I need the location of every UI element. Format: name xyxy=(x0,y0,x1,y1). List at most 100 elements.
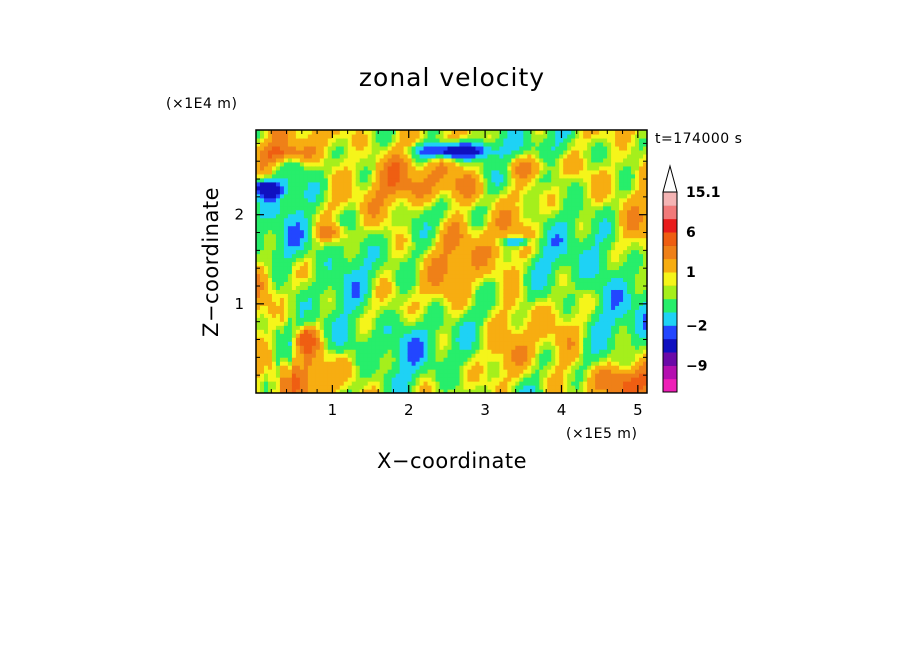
heatmap-cell xyxy=(535,353,540,358)
heatmap-cell xyxy=(543,185,548,191)
heatmap-cell xyxy=(271,133,277,139)
heatmap-cell xyxy=(407,137,413,143)
heatmap-cell xyxy=(435,145,441,151)
heatmap-cell xyxy=(303,137,309,143)
heatmap-cell xyxy=(511,281,516,286)
heatmap-cell xyxy=(299,313,305,318)
heatmap-cell xyxy=(395,193,401,199)
heatmap-cell xyxy=(319,249,325,255)
heatmap-cell xyxy=(451,301,457,306)
heatmap-cell xyxy=(447,341,453,346)
heatmap-cell xyxy=(259,377,265,382)
heatmap-cell xyxy=(499,149,504,155)
heatmap-cell xyxy=(503,277,508,283)
heatmap-cell xyxy=(515,337,520,342)
heatmap-cell xyxy=(443,353,449,358)
heatmap-cell xyxy=(327,345,333,350)
heatmap-cell xyxy=(499,285,504,290)
heatmap-cell xyxy=(531,133,536,139)
heatmap-cell xyxy=(275,261,281,267)
heatmap-cell xyxy=(523,269,528,275)
heatmap-cell xyxy=(339,345,345,350)
heatmap-cell xyxy=(283,157,289,163)
heatmap-cell xyxy=(419,185,425,191)
heatmap-cell xyxy=(407,209,413,215)
heatmap-cell xyxy=(363,237,369,243)
heatmap-cell xyxy=(475,181,481,187)
heatmap-cell xyxy=(443,253,449,259)
heatmap-cell xyxy=(256,257,261,263)
heatmap-cell xyxy=(539,385,544,390)
heatmap-cell xyxy=(507,153,512,159)
heatmap-cell xyxy=(267,281,273,286)
heatmap-cell xyxy=(403,201,409,207)
heatmap-cell xyxy=(375,233,381,239)
heatmap-cell xyxy=(491,177,496,183)
heatmap-cell xyxy=(451,317,457,322)
heatmap-cell xyxy=(487,333,492,338)
heatmap-cell xyxy=(275,269,281,275)
heatmap-cell xyxy=(295,137,301,143)
heatmap-cell xyxy=(551,213,556,219)
heatmap-cell xyxy=(467,201,473,207)
heatmap-cell xyxy=(303,225,309,231)
heatmap-cell xyxy=(507,293,512,298)
heatmap-cell xyxy=(403,329,409,334)
heatmap-cell xyxy=(351,149,357,155)
heatmap-cell xyxy=(367,285,373,290)
heatmap-cell xyxy=(327,277,333,283)
heatmap-cell xyxy=(439,145,445,151)
heatmap-cell xyxy=(263,281,269,286)
heatmap-cell xyxy=(535,181,540,187)
heatmap-cell xyxy=(515,317,520,322)
heatmap-cell xyxy=(479,241,485,247)
heatmap-cell xyxy=(299,145,305,151)
heatmap-cell xyxy=(319,277,325,283)
heatmap-cell xyxy=(295,353,301,358)
heatmap-cell xyxy=(387,285,393,290)
heatmap-cell xyxy=(547,277,552,283)
heatmap-cell xyxy=(415,153,421,159)
heatmap-cell xyxy=(431,285,437,290)
heatmap-cell xyxy=(439,213,445,219)
heatmap-cell xyxy=(379,361,385,366)
heatmap-cell xyxy=(463,377,469,382)
heatmap-cell xyxy=(515,209,520,215)
heatmap-cell xyxy=(283,385,289,390)
heatmap-cell xyxy=(335,149,341,155)
heatmap-cell xyxy=(287,337,293,342)
heatmap-cell xyxy=(275,233,281,239)
heatmap-cell xyxy=(339,369,345,374)
heatmap-cell xyxy=(523,369,528,374)
heatmap-cell xyxy=(431,341,437,346)
heatmap-cell xyxy=(323,181,329,187)
heatmap-cell xyxy=(307,181,313,187)
heatmap-cell xyxy=(263,249,269,255)
heatmap-cell xyxy=(287,289,293,294)
heatmap-cell xyxy=(319,261,325,267)
heatmap-cell xyxy=(323,265,329,271)
heatmap-cell xyxy=(256,381,261,386)
heatmap-cell xyxy=(371,181,377,187)
heatmap-cell xyxy=(527,209,532,215)
heatmap-cell xyxy=(303,153,309,159)
heatmap-cell xyxy=(455,369,461,374)
heatmap-cell xyxy=(535,305,540,310)
heatmap-cell xyxy=(379,209,385,215)
heatmap-cell xyxy=(411,317,417,322)
heatmap-cell xyxy=(327,221,333,227)
heatmap-cell xyxy=(403,213,409,219)
heatmap-cell xyxy=(327,269,333,275)
heatmap-cell xyxy=(475,289,481,294)
heatmap-cell xyxy=(295,373,301,378)
heatmap-cell xyxy=(391,261,397,267)
heatmap-cell xyxy=(403,257,409,263)
heatmap-cell xyxy=(295,349,301,354)
heatmap-cell xyxy=(279,225,285,231)
heatmap-cell xyxy=(483,345,489,350)
heatmap-cell xyxy=(415,365,421,370)
heatmap-cell xyxy=(539,169,544,175)
heatmap-cell xyxy=(359,261,365,267)
heatmap-cell xyxy=(283,221,289,227)
heatmap-cell xyxy=(256,289,261,294)
